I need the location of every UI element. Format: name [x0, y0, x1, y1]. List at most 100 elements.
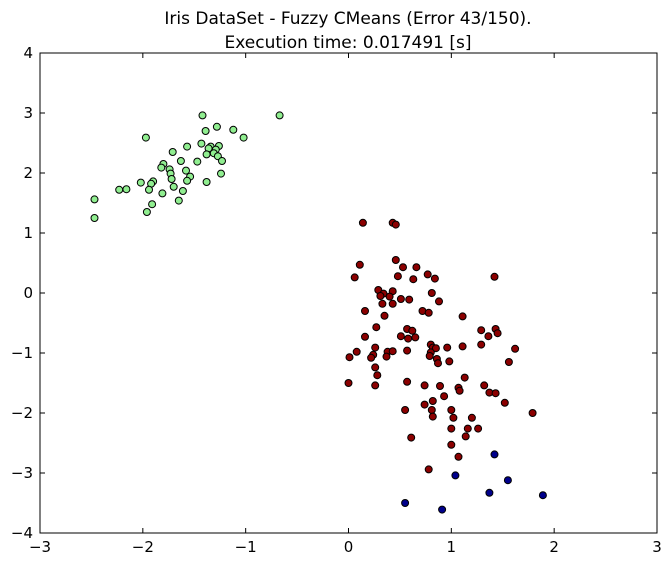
scatter-point-cluster-2: [405, 295, 414, 304]
scatter-point-cluster-2: [361, 332, 369, 341]
scatter-point-cluster-2: [361, 307, 369, 315]
scatter-point-cluster-2: [391, 220, 400, 229]
scatter-point-cluster-2: [445, 357, 454, 366]
y-tick-label: 4: [23, 44, 33, 62]
y-tick-label: 0: [23, 284, 33, 302]
scatter-point-cluster-2: [504, 358, 513, 366]
scatter-point-cluster-2: [373, 371, 382, 380]
scatter-point-cluster-3: [503, 476, 512, 485]
scatter-point-cluster-1: [90, 195, 99, 204]
scatter-point-cluster-1: [142, 208, 151, 216]
scatter-point-cluster-2: [420, 400, 429, 409]
scatter-point-cluster-2: [455, 386, 464, 395]
scatter-point-cluster-2: [407, 433, 416, 442]
scatter-point-cluster-1: [167, 175, 176, 183]
scatter-point-cluster-2: [382, 352, 391, 361]
scatter-point-cluster-2: [430, 274, 439, 283]
scatter-point-cluster-1: [229, 125, 238, 134]
scatter-point-cluster-2: [458, 312, 467, 321]
scatter-point-cluster-2: [376, 292, 385, 300]
scatter-point-cluster-1: [115, 185, 124, 194]
scatter-point-cluster-1: [202, 150, 211, 159]
scatter-point-cluster-2: [396, 332, 405, 341]
scatter-point-cluster-2: [477, 340, 486, 349]
scatter-point-cluster-2: [399, 263, 407, 272]
scatter-point-cluster-3: [490, 450, 499, 459]
y-tick-label: −1: [11, 344, 33, 362]
scatter-point-cluster-2: [491, 389, 500, 398]
chart-subtitle: Execution time: 0.017491 [s]: [224, 33, 471, 53]
scatter-point-cluster-1: [148, 200, 157, 209]
scatter-point-cluster-2: [385, 292, 394, 301]
scatter-point-cluster-2: [378, 299, 387, 308]
scatter-point-cluster-1: [90, 214, 99, 222]
scatter-point-cluster-2: [484, 332, 493, 341]
scatter-point-cluster-2: [423, 270, 432, 279]
y-tick-label: −4: [11, 524, 33, 542]
scatter-point-cluster-1: [193, 157, 202, 166]
x-tick-label: 3: [652, 538, 662, 556]
scatter-point-cluster-2: [458, 342, 467, 351]
scatter-point-cluster-2: [436, 382, 444, 390]
scatter-point-cluster-1: [157, 163, 166, 172]
scatter-point-cluster-2: [412, 263, 421, 272]
scatter-point-cluster-2: [490, 272, 499, 281]
scatter-point-cluster-2: [480, 381, 489, 390]
scatter-point-cluster-2: [401, 406, 410, 414]
scatter-point-cluster-1: [217, 169, 225, 178]
scatter-point-cluster-2: [477, 326, 486, 335]
scatter-point-cluster-2: [358, 218, 367, 227]
scatter-point-cluster-2: [493, 329, 502, 338]
x-tick-label: −3: [29, 538, 51, 556]
scatter-point-cluster-1: [275, 111, 284, 120]
scatter-point-cluster-2: [388, 299, 397, 308]
scatter-point-cluster-2: [447, 406, 456, 414]
scatter-point-cluster-2: [350, 273, 359, 282]
scatter-point-cluster-2: [449, 413, 458, 422]
scatter-point-cluster-2: [511, 344, 520, 353]
scatter-point-cluster-2: [403, 346, 412, 355]
scatter-point-cluster-2: [500, 398, 509, 407]
scatter-point-cluster-2: [454, 452, 463, 461]
scatter-point-cluster-1: [183, 142, 192, 151]
scatter-point-cluster-2: [428, 397, 437, 405]
y-tick-label: −2: [11, 404, 33, 422]
plot-frame: [39, 52, 658, 534]
scatter-point-cluster-1: [174, 196, 183, 205]
scatter-point-cluster-1: [198, 111, 207, 120]
scatter-point-cluster-1: [212, 122, 221, 131]
scatter-point-cluster-2: [528, 409, 537, 417]
chart-title: Iris DataSet - Fuzzy CMeans (Error 43/15…: [164, 9, 531, 29]
scatter-point-cluster-2: [427, 289, 436, 297]
scatter-point-cluster-3: [485, 488, 494, 497]
scatter-point-cluster-2: [440, 392, 449, 401]
scatter-point-cluster-1: [201, 127, 210, 135]
y-tick-label: −3: [11, 464, 33, 482]
scatter-point-cluster-2: [474, 424, 483, 433]
scatter-point-cluster-2: [431, 344, 440, 353]
scatter-point-cluster-2: [447, 424, 456, 433]
scatter-point-cluster-2: [443, 343, 452, 352]
scatter-point-cluster-2: [435, 297, 443, 306]
scatter-point-cluster-2: [367, 353, 376, 362]
y-tick-label: 3: [23, 104, 33, 122]
scatter-point-cluster-1: [141, 133, 150, 142]
x-tick-label: 1: [447, 538, 457, 556]
scatter-point-cluster-3: [438, 505, 447, 514]
data-points: [90, 111, 547, 514]
scatter-point-cluster-2: [388, 347, 397, 356]
scatter-point-cluster-2: [434, 359, 442, 368]
scatter-point-cluster-2: [371, 381, 380, 390]
scatter-point-cluster-3: [401, 499, 410, 507]
scatter-point-cluster-1: [239, 133, 248, 142]
scatter-point-cluster-1: [182, 166, 190, 175]
scatter-point-cluster-2: [467, 413, 476, 422]
scatter-point-cluster-1: [169, 182, 178, 191]
scatter-point-cluster-1: [218, 157, 226, 165]
scatter-point-cluster-2: [355, 260, 364, 269]
scatter-point-cluster-2: [447, 440, 456, 449]
scatter-point-cluster-2: [463, 424, 472, 433]
scatter-point-cluster-2: [424, 465, 433, 474]
